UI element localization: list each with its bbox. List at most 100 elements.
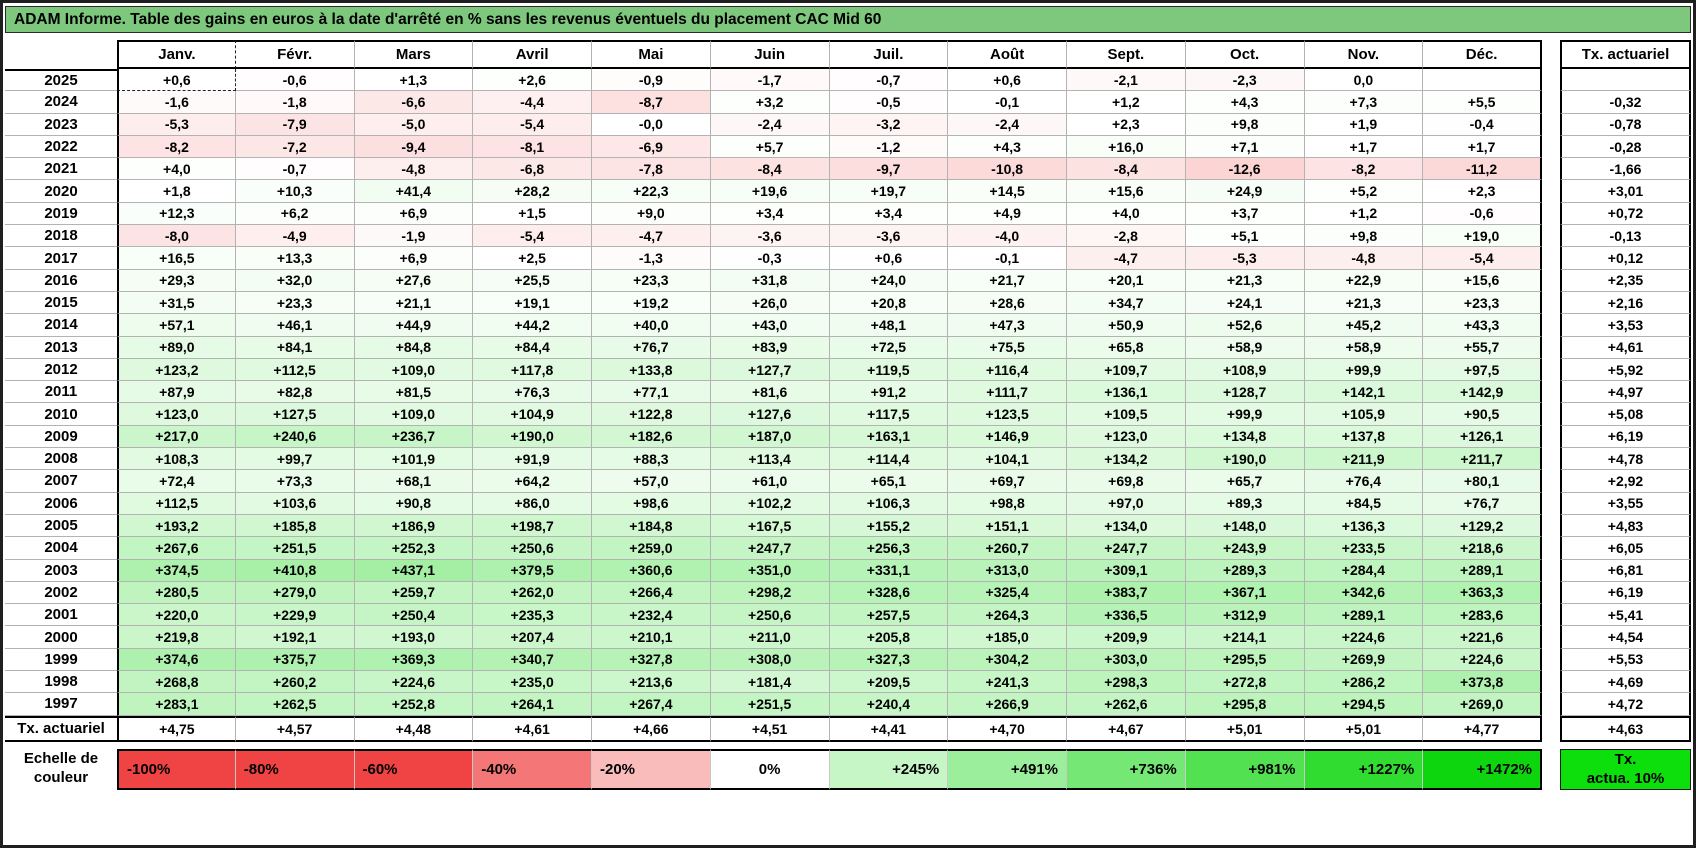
gain-cell[interactable]: -0,1	[948, 247, 1067, 270]
gain-cell[interactable]: +111,7	[948, 381, 1067, 404]
gain-cell[interactable]: +303,0	[1067, 648, 1186, 672]
gain-cell[interactable]: +198,7	[473, 514, 592, 538]
gain-cell[interactable]: +283,6	[1423, 604, 1542, 627]
gain-cell[interactable]: +90,8	[354, 492, 474, 515]
tx-row-cell[interactable]: +4,48	[354, 715, 474, 742]
gain-cell[interactable]: +89,0	[117, 336, 236, 359]
tx-row-cell[interactable]: +4,51	[710, 715, 830, 742]
gain-cell[interactable]: -1,3	[592, 247, 711, 270]
gain-cell[interactable]: +331,1	[829, 559, 949, 582]
gain-cell[interactable]: +257,5	[829, 604, 949, 627]
tx-actuariel-cell[interactable]: -0,28	[1560, 135, 1691, 159]
legend-cell[interactable]: 0%	[710, 748, 830, 790]
tx-row-cell[interactable]: +4,57	[235, 715, 355, 742]
year-cell[interactable]: 2017	[5, 247, 117, 270]
gain-cell[interactable]: +133,8	[592, 358, 711, 382]
gain-cell[interactable]: +99,9	[1185, 403, 1305, 426]
gain-cell[interactable]: +240,6	[235, 425, 355, 449]
gain-cell[interactable]: +259,0	[592, 537, 711, 560]
gain-cell[interactable]: +109,0	[354, 403, 474, 426]
gain-cell[interactable]: +295,8	[1185, 693, 1305, 716]
gain-cell[interactable]: +134,0	[1067, 514, 1186, 538]
gain-cell[interactable]: +123,0	[1067, 425, 1186, 449]
gain-cell[interactable]: +77,1	[592, 381, 711, 404]
gain-cell[interactable]: +106,3	[829, 492, 949, 515]
gain-cell[interactable]: +22,3	[592, 180, 711, 203]
tx-actuariel-cell[interactable]: +5,92	[1560, 358, 1691, 382]
legend-cell[interactable]: +1227%	[1304, 748, 1424, 790]
gain-cell[interactable]: -0,0	[592, 113, 711, 136]
gain-cell[interactable]: +374,5	[117, 559, 236, 582]
gain-cell[interactable]: +146,9	[948, 425, 1067, 449]
gain-cell[interactable]: +0,6	[948, 69, 1067, 92]
gain-cell[interactable]: +24,0	[829, 269, 949, 292]
gain-cell[interactable]: +76,3	[473, 381, 592, 404]
tx-row-cell[interactable]: +4,75	[117, 715, 236, 742]
gain-cell[interactable]: +185,8	[235, 514, 355, 538]
month-header-cell[interactable]: Juin	[710, 40, 830, 69]
gain-cell[interactable]: -7,8	[592, 158, 711, 181]
gain-cell[interactable]: +279,0	[235, 581, 355, 605]
gain-cell[interactable]: +259,7	[354, 581, 474, 605]
legend-cell[interactable]: +981%	[1185, 748, 1305, 790]
month-header-cell[interactable]: Mai	[592, 40, 711, 69]
tx-row-cell[interactable]: +4,66	[592, 715, 711, 742]
gain-cell[interactable]: +327,8	[592, 648, 711, 672]
gain-cell[interactable]: +266,9	[948, 693, 1067, 716]
gain-cell[interactable]: -1,7	[710, 69, 830, 92]
gain-cell[interactable]: +243,9	[1185, 537, 1305, 560]
gain-cell[interactable]: +44,9	[354, 314, 474, 337]
gain-cell[interactable]: +252,8	[354, 693, 474, 716]
gain-cell[interactable]: +289,3	[1185, 559, 1305, 582]
gain-cell[interactable]: +327,3	[829, 648, 949, 672]
legend-cell[interactable]: -100%	[117, 748, 236, 790]
gain-cell[interactable]: +28,6	[948, 291, 1067, 315]
gain-cell[interactable]: +217,0	[117, 425, 236, 449]
gain-cell[interactable]: +84,8	[354, 336, 474, 359]
gain-cell[interactable]: +25,5	[473, 269, 592, 292]
gain-cell[interactable]: +99,7	[235, 448, 355, 471]
gain-cell[interactable]: +0,6	[117, 69, 236, 92]
gain-cell[interactable]: +250,6	[710, 604, 830, 627]
gain-cell[interactable]: +181,4	[710, 671, 830, 694]
gain-cell[interactable]: -5,0	[354, 113, 474, 136]
gain-cell[interactable]: +241,3	[948, 671, 1067, 694]
gain-cell[interactable]: +262,6	[1067, 693, 1186, 716]
gain-cell[interactable]: +127,6	[710, 403, 830, 426]
gain-cell[interactable]: +262,5	[235, 693, 355, 716]
year-cell[interactable]: 2010	[5, 403, 117, 426]
gain-cell[interactable]: +289,1	[1304, 604, 1424, 627]
gain-cell[interactable]: +325,4	[948, 581, 1067, 605]
gain-cell[interactable]: -0,7	[829, 69, 949, 92]
gain-cell[interactable]: +12,3	[117, 202, 236, 226]
gain-cell[interactable]: +312,9	[1185, 604, 1305, 627]
gain-cell[interactable]: +123,0	[117, 403, 236, 426]
gain-cell[interactable]: +15,6	[1067, 180, 1186, 203]
gain-cell[interactable]: +19,6	[710, 180, 830, 203]
gain-cell[interactable]: +127,7	[710, 358, 830, 382]
tx-actuariel-cell[interactable]: +4,72	[1560, 693, 1691, 716]
gain-cell[interactable]: +250,6	[473, 537, 592, 560]
gain-cell[interactable]: +134,2	[1067, 448, 1186, 471]
tx-actuariel-cell[interactable]: +3,55	[1560, 492, 1691, 515]
month-header-cell[interactable]: Sept.	[1067, 40, 1186, 69]
gain-cell[interactable]: +2,3	[1067, 113, 1186, 136]
gain-cell[interactable]: +373,8	[1423, 671, 1542, 694]
tx-actuariel-cell[interactable]: +4,83	[1560, 514, 1691, 538]
gain-cell[interactable]: +264,1	[473, 693, 592, 716]
year-cell[interactable]: 2004	[5, 537, 117, 560]
gain-cell[interactable]: +91,9	[473, 448, 592, 471]
gain-cell[interactable]: +437,1	[354, 559, 474, 582]
gain-cell[interactable]: -2,8	[1067, 225, 1186, 248]
gain-cell[interactable]: +267,6	[117, 537, 236, 560]
tx-actuariel-cell[interactable]: +5,08	[1560, 403, 1691, 426]
gain-cell[interactable]: +69,7	[948, 470, 1067, 493]
month-header-cell[interactable]: Févr.	[235, 40, 355, 69]
gain-cell[interactable]: +136,3	[1304, 514, 1424, 538]
gain-cell[interactable]: +21,3	[1185, 269, 1305, 292]
gain-cell[interactable]: -5,4	[1423, 247, 1542, 270]
gain-cell[interactable]: +6,2	[235, 202, 355, 226]
gain-cell[interactable]: -6,6	[354, 91, 474, 114]
gain-cell[interactable]: +84,5	[1304, 492, 1424, 515]
gain-cell[interactable]: +251,5	[235, 537, 355, 560]
